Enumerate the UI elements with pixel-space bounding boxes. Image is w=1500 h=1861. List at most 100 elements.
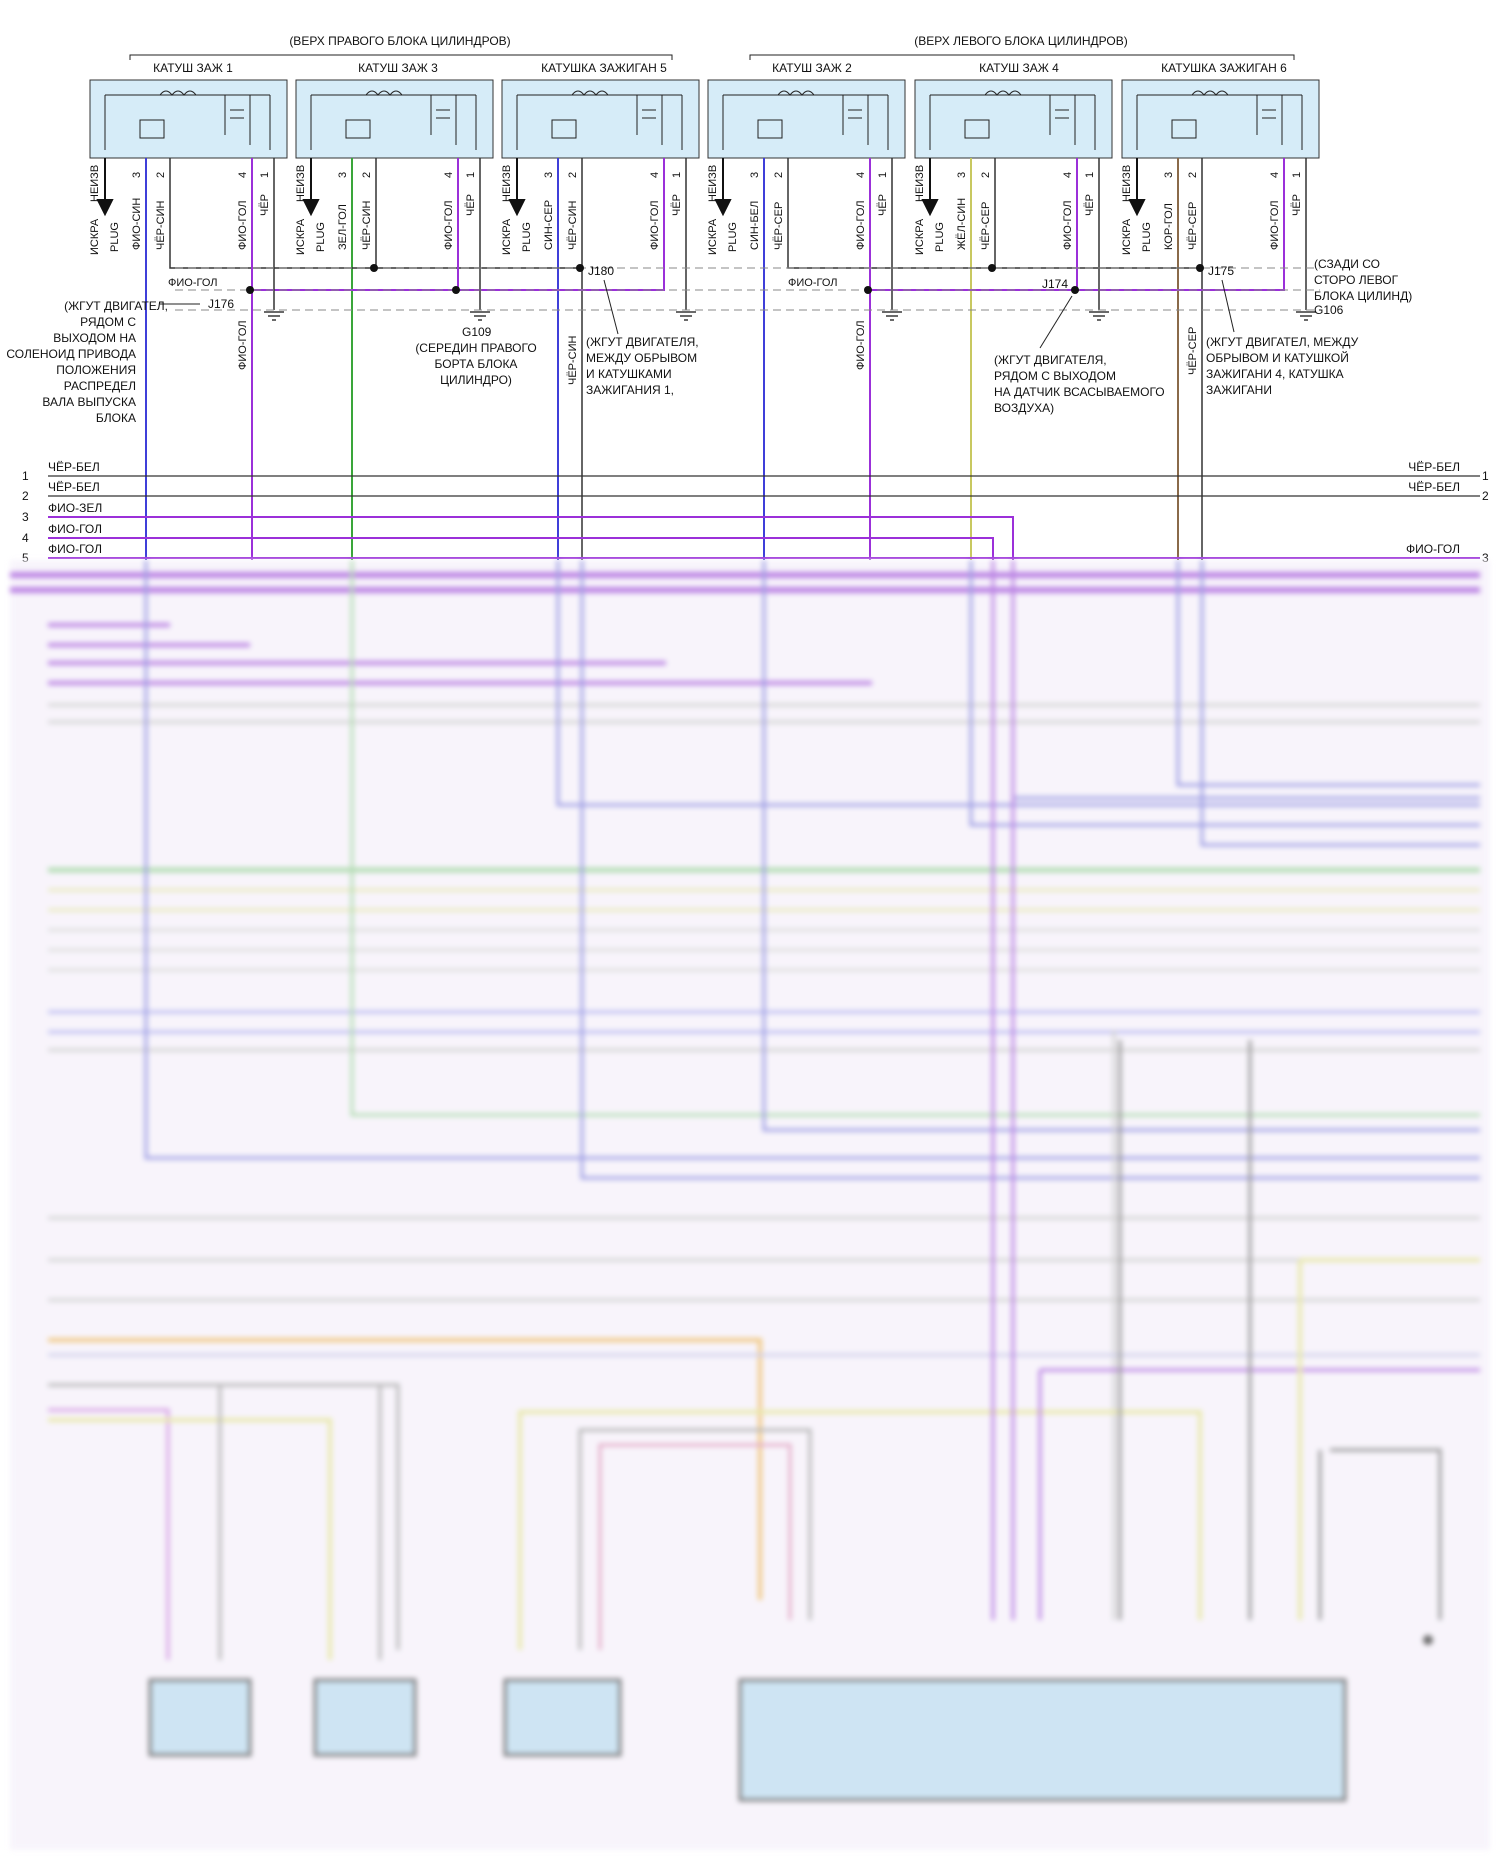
splice-J174: J174 — [1042, 277, 1068, 291]
note-line: (ЖГУТ ДВИГАТЕЛЯ, — [586, 335, 699, 349]
pin-wire: ФИО-ГОЛ — [237, 201, 249, 250]
note-line: (СЕРЕДИН ПРАВОГО — [415, 341, 536, 355]
pin-number: 2 — [567, 172, 579, 178]
coil-3: КАТУШ ЗАЖ 3 — [295, 61, 494, 159]
spark-label: ИСКРА — [707, 218, 719, 255]
note-line: (СЗАДИ СО — [1314, 257, 1380, 271]
pin-number: 4 — [649, 172, 661, 178]
splice-J176: J176 — [208, 297, 234, 311]
pin-number: 3 — [749, 172, 761, 178]
note-g109: (СЕРЕДИН ПРАВОГО БОРТА БЛОКА ЦИЛИНДРО) — [415, 341, 536, 387]
unknown-label: НЕИЗВ — [89, 165, 101, 202]
pin-number: 1 — [671, 172, 683, 178]
coil-1-pins: 3 ФИО-СИН 2 ЧЁР-СИН 4 ФИО-ГОЛ 1 ЧЁР — [131, 172, 271, 250]
pin-number: 4 — [443, 172, 455, 178]
pin-number: 3 — [337, 172, 349, 178]
spark-plug-outputs — [96, 158, 1146, 217]
note-line: РЯДОМ С ВЫХОДОМ — [994, 369, 1116, 383]
pin-wire: ЧЁР-СЕР — [980, 202, 992, 250]
spark-label: ИСКРА — [1121, 218, 1133, 255]
spark-labels: ИСКРА НЕИЗВ PLUG ИСКРА НЕИЗВ PLUG ИСКРА … — [89, 165, 1153, 255]
note-line: РЯДОМ С — [80, 315, 136, 329]
coil-label: КАТУШ ЗАЖ 4 — [979, 61, 1059, 75]
pin-number: 3 — [956, 172, 968, 178]
right-bank-heading: (ВЕРХ ПРАВОГО БЛОКА ЦИЛИНДРОВ) — [289, 34, 510, 48]
pin-number: 1 — [877, 172, 889, 178]
pin-wire: ЧЁР-СИН — [567, 200, 579, 250]
blurred-lower-diagram — [10, 560, 1490, 1850]
plug-label: PLUG — [521, 222, 533, 252]
coil-4-pins: 3 ЖЁЛ-СИН 2 ЧЁР-СЕР 4 ФИО-ГОЛ 1 ЧЁР — [956, 172, 1096, 250]
pin-wire: ЧЁР — [465, 194, 477, 216]
ground-G109: G109 — [462, 325, 492, 339]
pin-wire: ЧЁР-СИН — [155, 200, 167, 250]
pin-wire: ЧЁР — [259, 194, 271, 216]
pin-wire: ФИО-ГОЛ — [443, 201, 455, 250]
note-line: ЗАЖИГАНИ — [1206, 383, 1272, 397]
pin-wire: ЧЁР-СИН — [361, 200, 373, 250]
pin-number: 1 — [1291, 172, 1303, 178]
pin-number: 4 — [1269, 172, 1281, 178]
wire-label: ФИО-ГОЛ — [168, 277, 217, 289]
row-pin-right: 1 — [1482, 469, 1489, 483]
plug-label: PLUG — [315, 222, 327, 252]
note-line: (ЖГУТ ДВИГАТЕЛ, — [64, 299, 168, 313]
splice-J175: J175 — [1208, 264, 1234, 278]
note-line: БЛОКА — [96, 411, 136, 425]
row-pin-left: 4 — [22, 531, 29, 545]
row-pin-left: 5 — [22, 551, 29, 565]
right-bank-bracket — [129, 54, 673, 60]
pin-wire: ФИО-ГОЛ — [649, 201, 661, 250]
note-line: СОЛЕНОИД ПРИВОДА — [6, 347, 136, 361]
coil-6-pins: 3 КОР-ГОЛ 2 ЧЁР-СЕР 4 ФИО-ГОЛ 1 ЧЁР — [1163, 172, 1303, 250]
pin-wire: ЧЁР — [671, 194, 683, 216]
note-line: (ЖГУТ ДВИГАТЕЛЯ, — [994, 353, 1107, 367]
pin-wire: ЧЁР — [1291, 194, 1303, 216]
note-line: БЛОКА ЦИЛИНД) — [1314, 289, 1412, 303]
pin-wire: КОР-ГОЛ — [1163, 203, 1175, 250]
coil-label: КАТУШ ЗАЖ 3 — [358, 61, 438, 75]
pin-number: 1 — [465, 172, 477, 178]
row-pin-right: 2 — [1482, 489, 1489, 503]
pin-wire: ФИО-ГОЛ — [1269, 201, 1281, 250]
plug-label: PLUG — [934, 222, 946, 252]
left-bank-heading: (ВЕРХ ЛЕВОГО БЛОКА ЦИЛИНДРОВ) — [914, 34, 1127, 48]
unknown-label: НЕИЗВ — [1121, 165, 1133, 202]
pin-wire: ЧЁР-СЕР — [773, 202, 785, 250]
plug-label: PLUG — [1141, 222, 1153, 252]
note-line: РАСПРЕДЕЛ — [64, 379, 136, 393]
pin-number: 2 — [155, 172, 167, 178]
wire-label: ЧЁР-СЕР — [1187, 327, 1199, 375]
row-label-left: ФИО-ГОЛ — [48, 522, 102, 536]
pin-number: 4 — [237, 172, 249, 178]
pin-number: 3 — [1163, 172, 1175, 178]
pin-number: 2 — [1187, 172, 1199, 178]
unknown-label: НЕИЗВ — [914, 165, 926, 202]
row-pin-right: 3 — [1482, 551, 1489, 565]
splice-J180: J180 — [588, 264, 614, 278]
connector-rows — [48, 475, 1480, 560]
wire-label: ЧЁР-СИН — [567, 335, 579, 385]
pin-wire: ФИО-ГОЛ — [1062, 201, 1074, 250]
note-j180: (ЖГУТ ДВИГАТЕЛЯ, МЕЖДУ ОБРЫВОМ И КАТУШКА… — [586, 279, 699, 397]
dashed-shields — [175, 267, 1320, 311]
row-label-left: ФИО-ЗЕЛ — [48, 501, 102, 515]
row-label-right: ЧЁР-БЕЛ — [1408, 460, 1460, 474]
note-line: НА ДАТЧИК ВСАСЫВАЕМОГО — [994, 385, 1165, 399]
coil-5-pins: 3 СИН-СЕР 2 ЧЁР-СИН 4 ФИО-ГОЛ 1 ЧЁР — [543, 172, 683, 250]
pin-wire: СИН-СЕР — [543, 200, 555, 250]
pin-number: 1 — [259, 172, 271, 178]
pin-wire: ЧЁР-СЕР — [1187, 202, 1199, 250]
note-g106: (СЗАДИ СО СТОРО ЛЕВОГ БЛОКА ЦИЛИНД) — [1314, 257, 1412, 303]
coil-3-pins: 3 ЗЕЛ-ГОЛ 2 ЧЁР-СИН 4 ФИО-ГОЛ 1 ЧЁР — [337, 172, 477, 250]
pin-wire: СИН-БЕЛ — [749, 201, 761, 250]
unknown-label: НЕИЗВ — [707, 165, 719, 202]
pin-wire: ФИО-СИН — [131, 198, 143, 250]
coil-label: КАТУШ ЗАЖ 2 — [772, 61, 852, 75]
row-label-left: ЧЁР-БЕЛ — [48, 460, 100, 474]
coil-2-pins: 3 СИН-БЕЛ 2 ЧЁР-СЕР 4 ФИО-ГОЛ 1 ЧЁР — [749, 172, 889, 250]
note-line: БОРТА БЛОКА — [435, 357, 518, 371]
pin-number: 4 — [1062, 172, 1074, 178]
note-line: СТОРО ЛЕВОГ — [1314, 273, 1399, 287]
